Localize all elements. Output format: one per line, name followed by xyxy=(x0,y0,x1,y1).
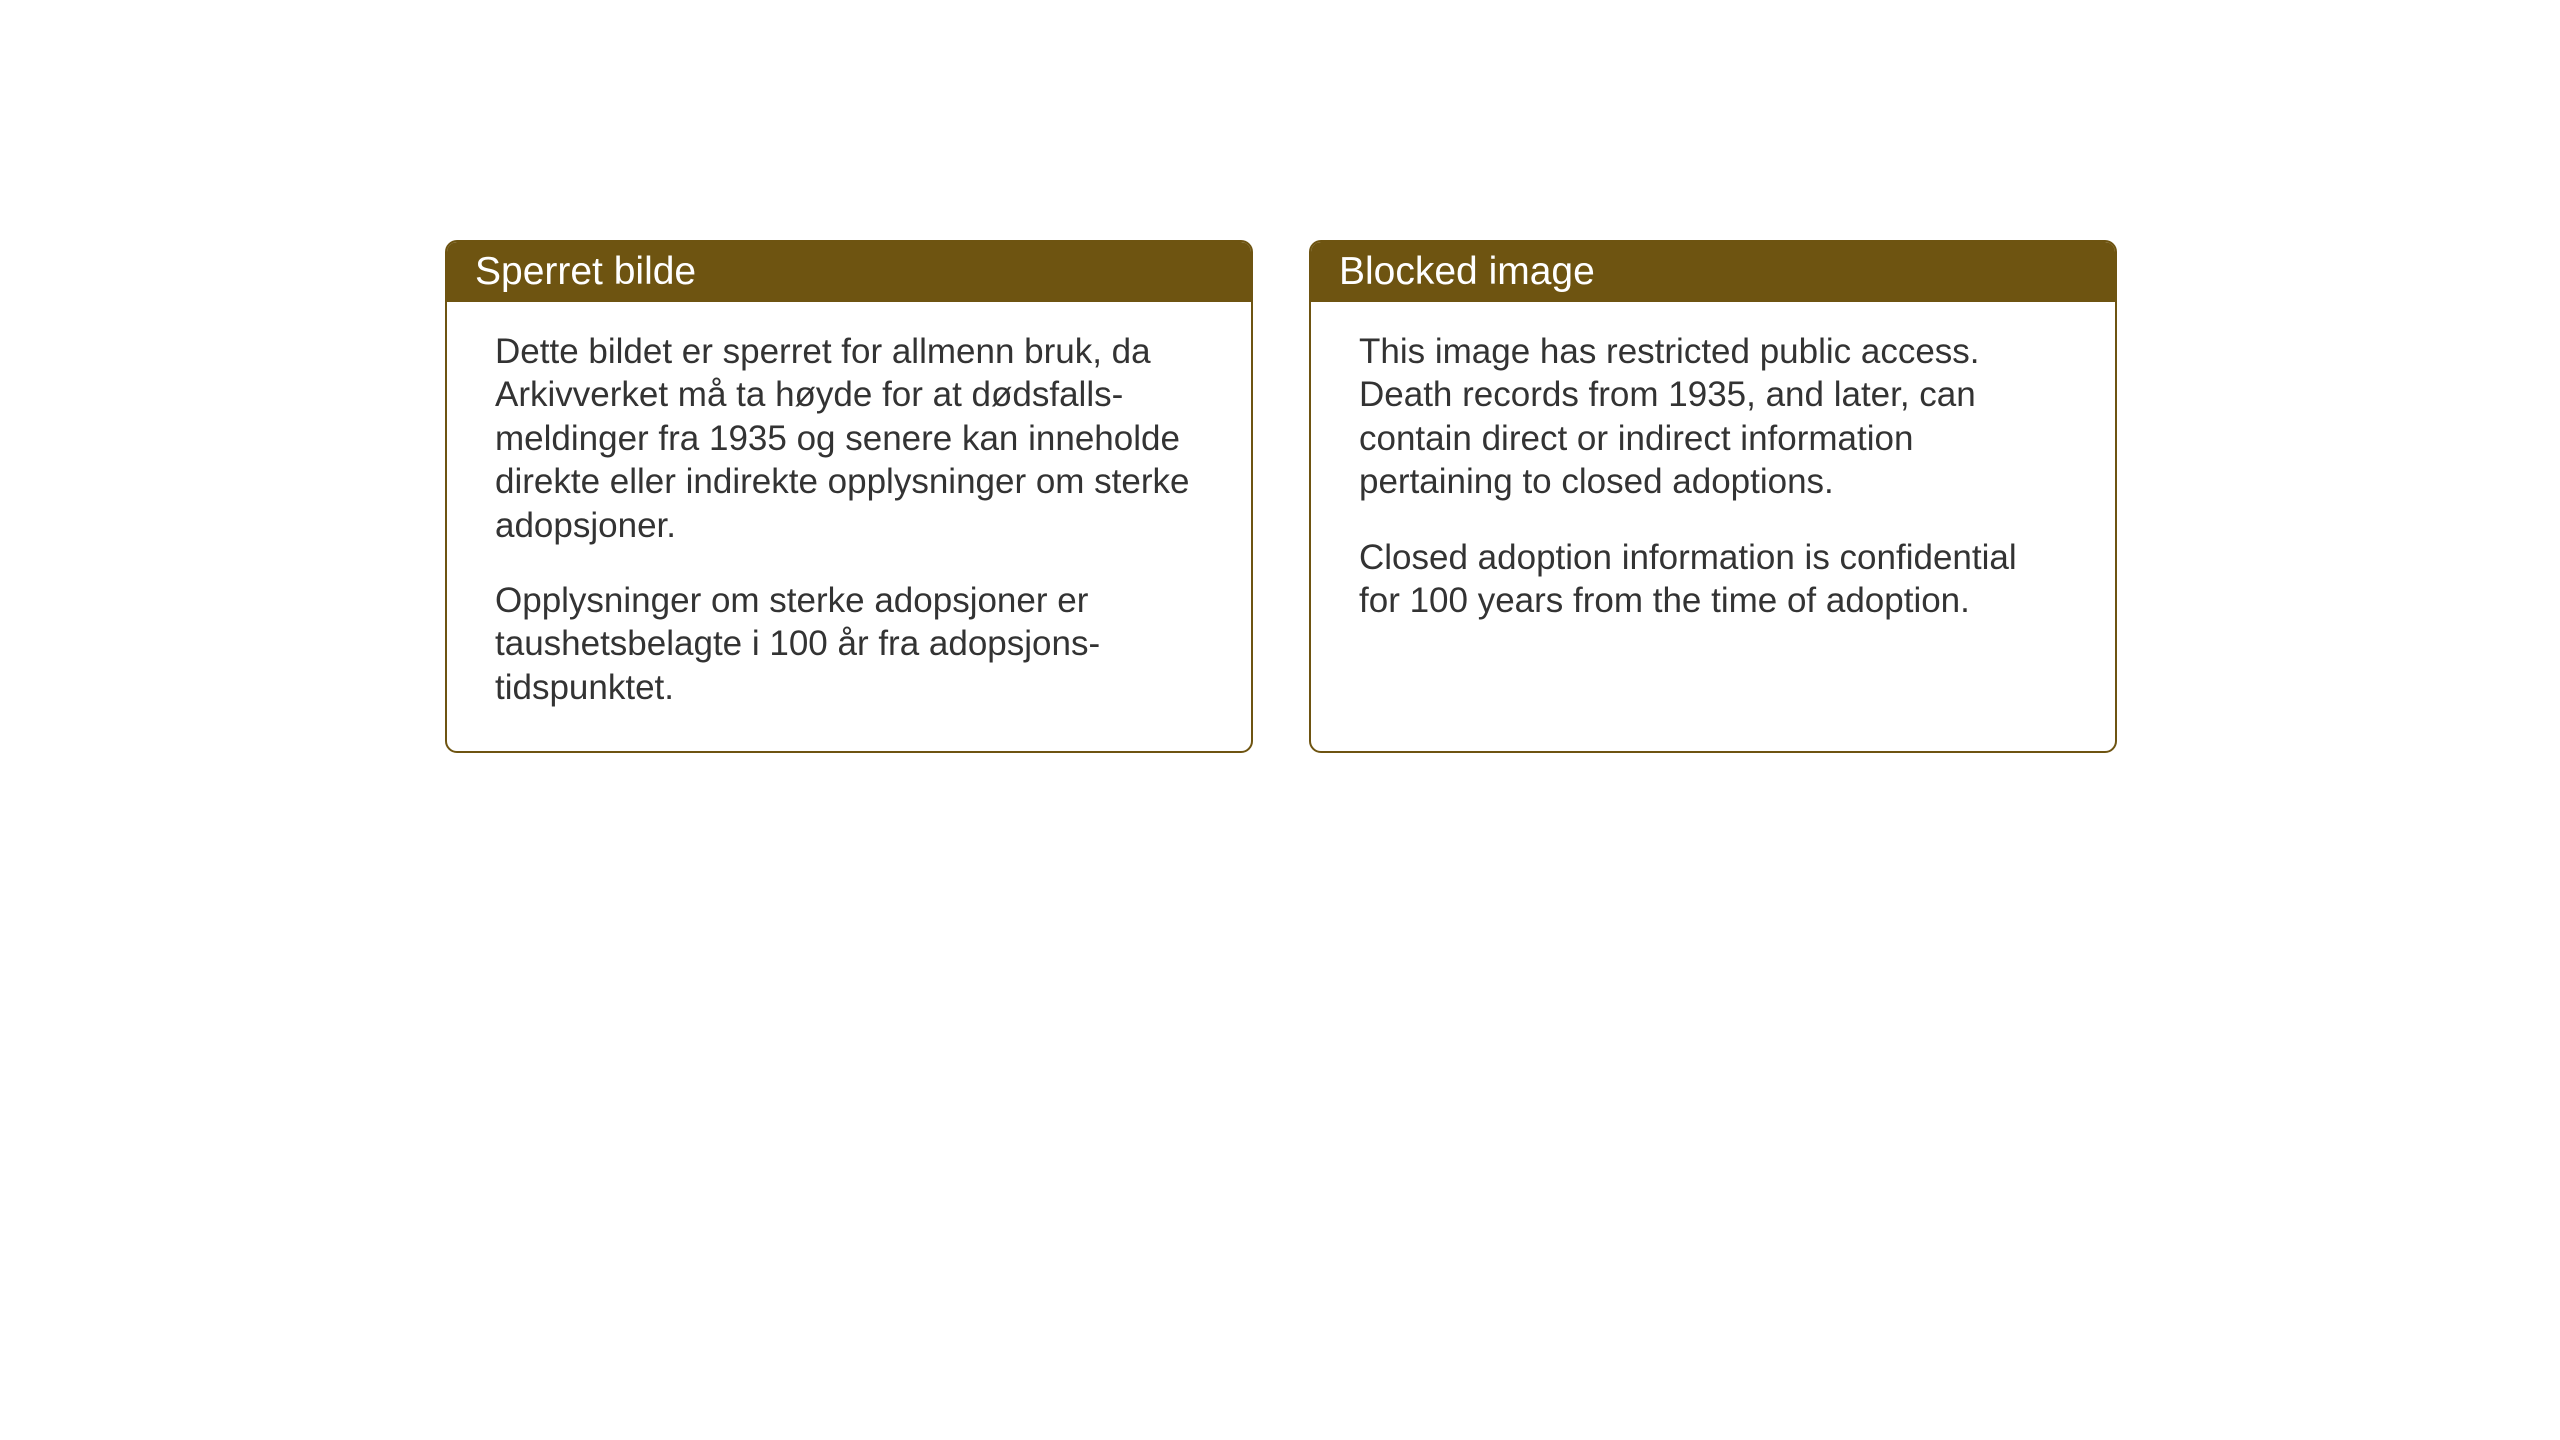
norwegian-card-body: Dette bildet er sperret for allmenn bruk… xyxy=(447,302,1251,751)
norwegian-card-header: Sperret bilde xyxy=(447,242,1251,302)
english-paragraph-2: Closed adoption information is confident… xyxy=(1359,536,2067,623)
notice-container: Sperret bilde Dette bildet er sperret fo… xyxy=(445,240,2117,753)
english-card-title: Blocked image xyxy=(1339,250,1595,293)
english-paragraph-1: This image has restricted public access.… xyxy=(1359,330,2067,504)
english-card-header: Blocked image xyxy=(1311,242,2115,302)
norwegian-notice-card: Sperret bilde Dette bildet er sperret fo… xyxy=(445,240,1253,753)
norwegian-paragraph-1: Dette bildet er sperret for allmenn bruk… xyxy=(495,330,1203,547)
norwegian-card-title: Sperret bilde xyxy=(475,250,696,293)
english-card-body: This image has restricted public access.… xyxy=(1311,302,2115,664)
norwegian-paragraph-2: Opplysninger om sterke adopsjoner er tau… xyxy=(495,579,1203,709)
english-notice-card: Blocked image This image has restricted … xyxy=(1309,240,2117,753)
